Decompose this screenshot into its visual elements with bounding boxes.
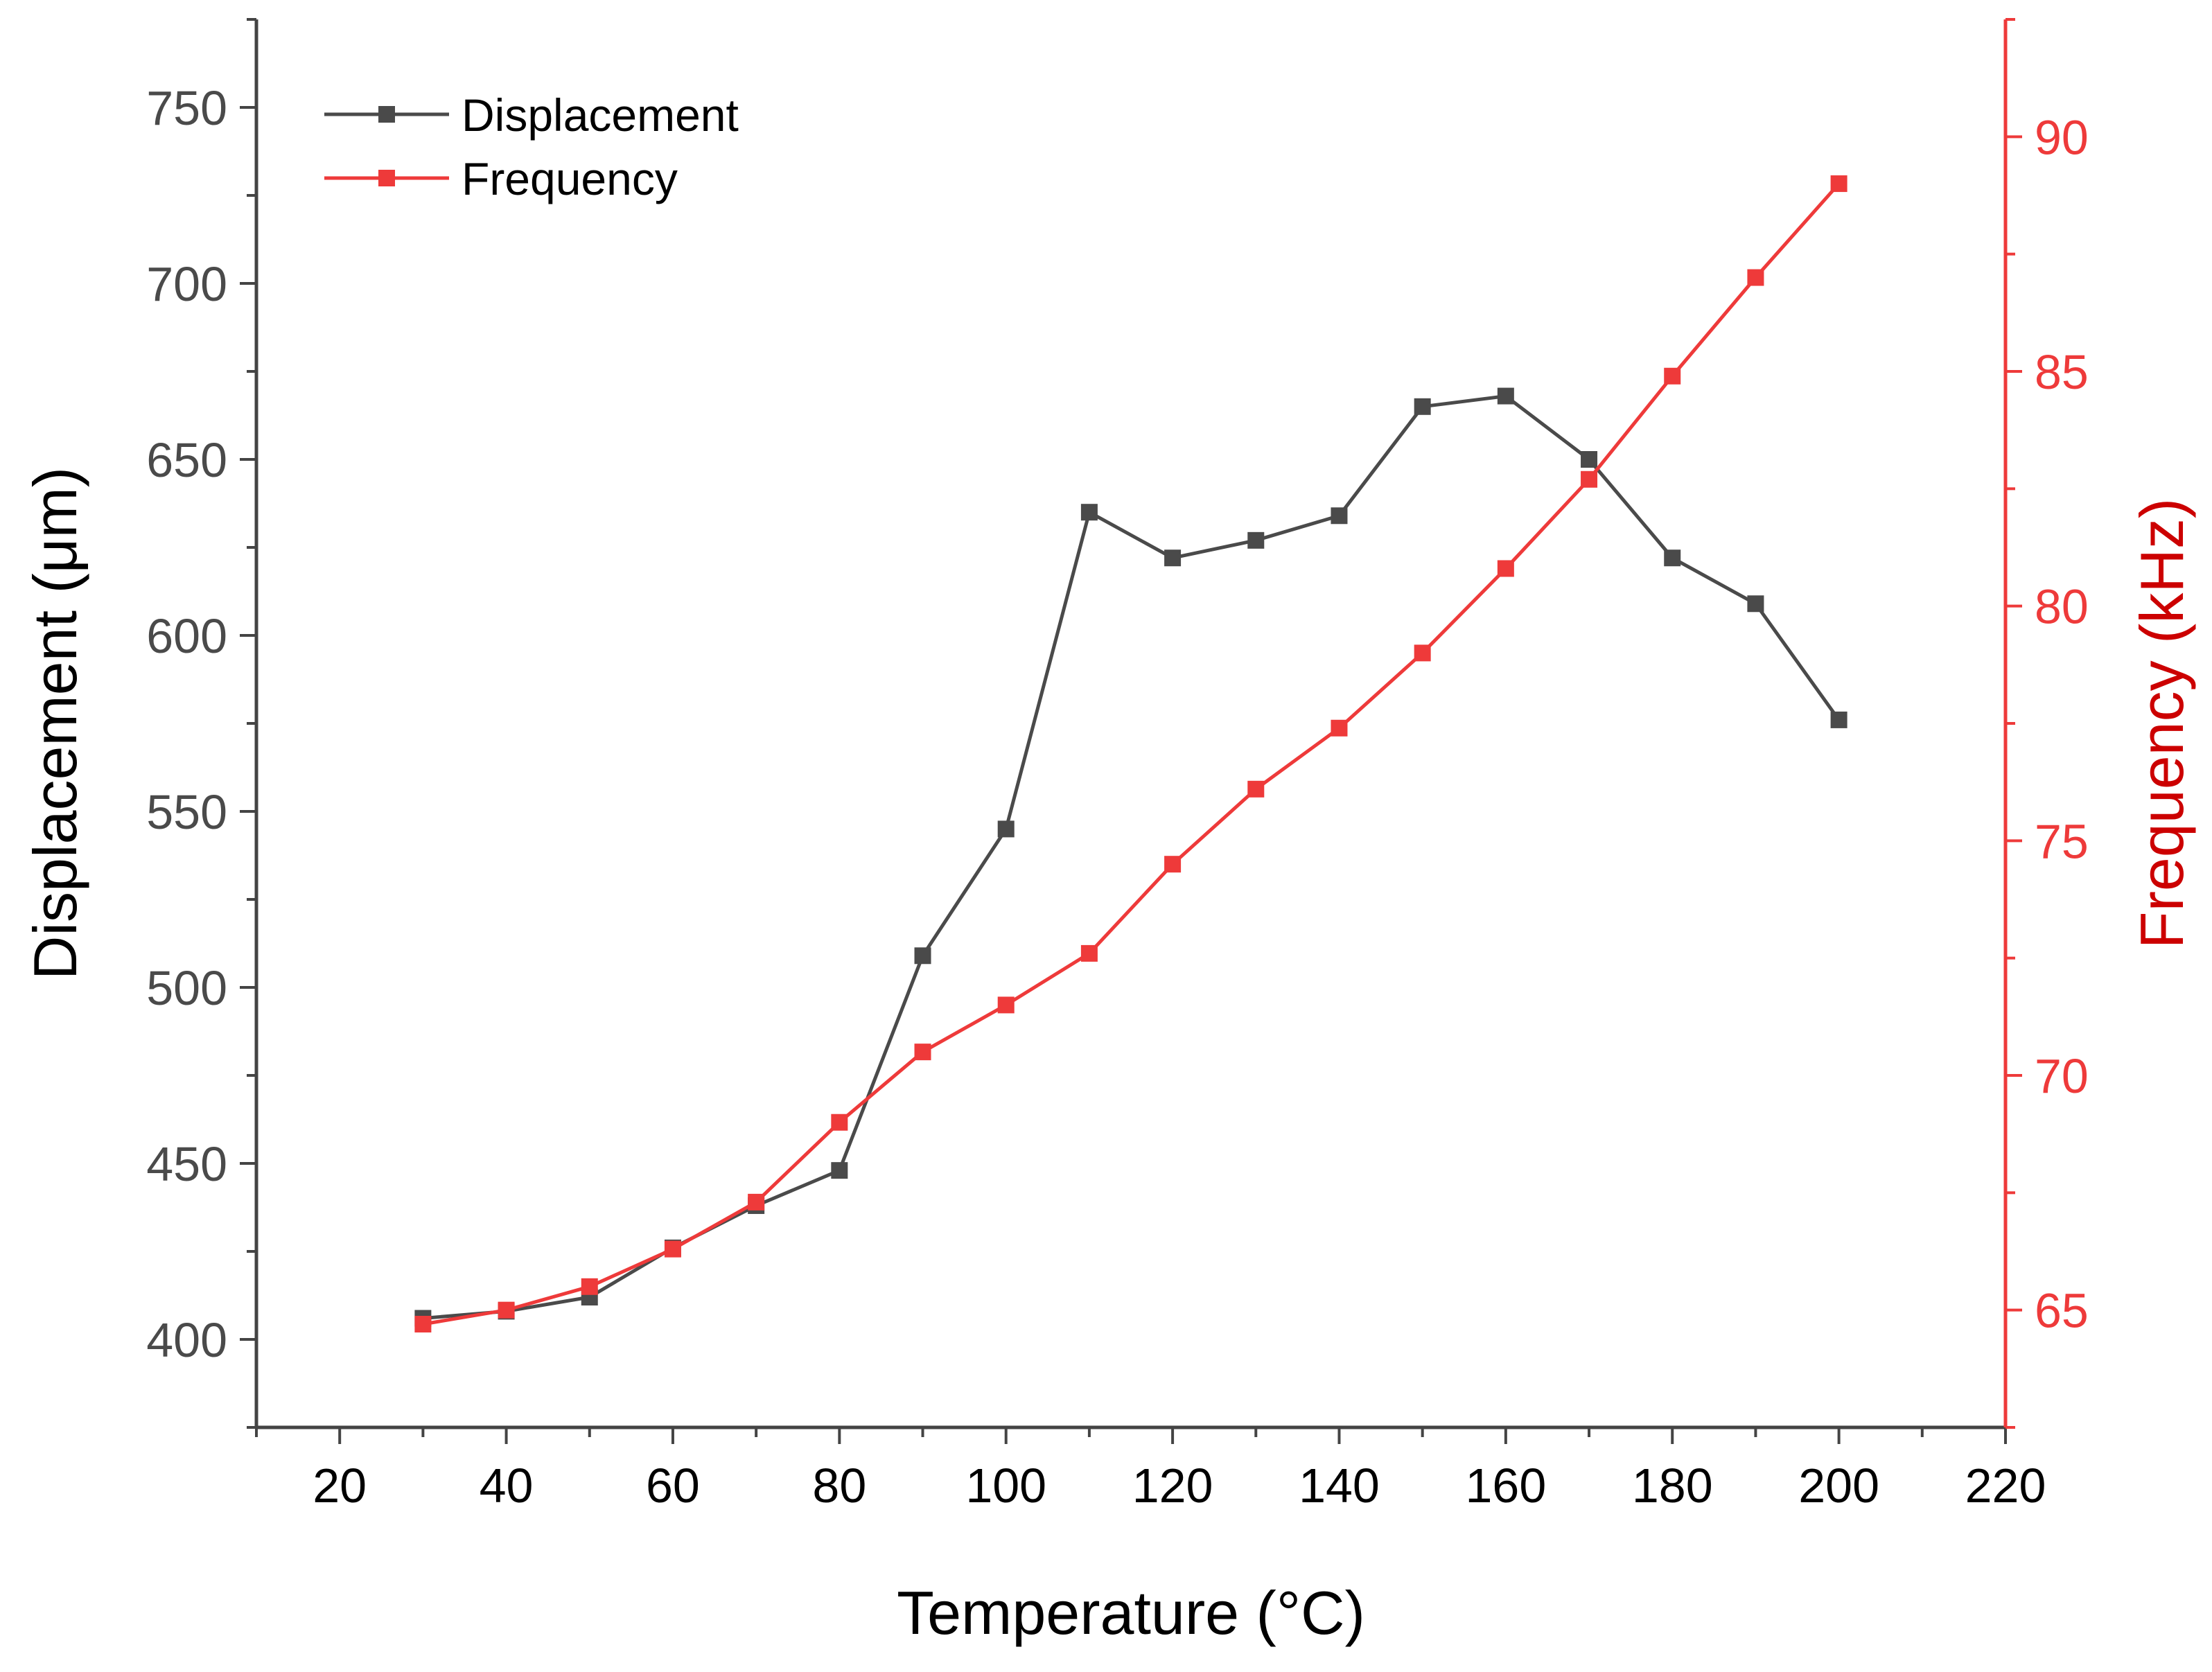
data-point-displacement [1331, 507, 1348, 525]
series-line-displacement [423, 394, 1841, 1320]
data-point-frequency [1497, 560, 1514, 577]
series-group [414, 175, 1847, 1332]
data-point-frequency [1581, 470, 1598, 488]
y-right-tick-label: 65 [2035, 1284, 2089, 1338]
data-point-frequency [914, 1044, 931, 1061]
data-point-frequency [664, 1240, 681, 1258]
y-left-tick-label: 450 [146, 1137, 227, 1191]
x-tick-label: 120 [1132, 1459, 1213, 1513]
data-point-frequency [581, 1278, 598, 1295]
x-tick-label: 100 [965, 1459, 1046, 1513]
x-tick-label: 180 [1632, 1459, 1713, 1513]
y-left-tick-label: 500 [146, 961, 227, 1015]
y-right-tick-label: 80 [2035, 580, 2089, 634]
data-point-frequency [1247, 780, 1265, 798]
legend-marker [378, 170, 395, 186]
data-point-frequency [748, 1193, 765, 1211]
x-tick-label: 60 [646, 1459, 700, 1513]
y-right-axis-title: Frequency (kHz) [2127, 498, 2196, 949]
data-point-frequency [1414, 644, 1431, 662]
data-point-frequency [831, 1114, 848, 1131]
data-point-frequency [1664, 367, 1681, 385]
legend-group: Displacement Frequency [324, 89, 739, 204]
data-point-displacement [1080, 504, 1098, 521]
y-left-tick-label: 750 [146, 81, 227, 135]
data-point-displacement [1497, 387, 1514, 405]
data-point-displacement [831, 1162, 848, 1179]
y-right-tick-label: 75 [2035, 814, 2089, 868]
data-point-frequency [1747, 269, 1764, 286]
data-point-frequency [1331, 719, 1348, 737]
axes-group: 20 40 60 80 100 120 140 160 180 200 220 400 450 500 55… [146, 18, 2089, 1513]
x-tick-label: 80 [812, 1459, 866, 1513]
data-point-displacement [1164, 549, 1182, 567]
data-point-displacement [1414, 398, 1431, 415]
y-left-tick-label: 650 [146, 433, 227, 487]
series-line-frequency [422, 182, 1841, 1326]
legend-marker [378, 106, 395, 123]
x-tick-label: 220 [1965, 1459, 2046, 1513]
data-point-displacement [914, 947, 931, 965]
data-point-displacement [1830, 711, 1847, 728]
data-point-displacement [1664, 549, 1681, 567]
y-left-tick-label: 400 [146, 1313, 227, 1367]
data-point-displacement [1581, 451, 1598, 468]
y-left-tick-label: 550 [146, 785, 227, 839]
y-right-tick-label: 70 [2035, 1049, 2089, 1103]
data-point-displacement [1747, 595, 1764, 613]
axis-labels-group: Temperature (°C) Displacement (μm) Frequen… [21, 467, 2196, 1647]
data-point-frequency [414, 1315, 432, 1332]
data-point-frequency [997, 996, 1015, 1014]
data-point-displacement [1247, 531, 1265, 549]
legend-label: Frequency [462, 153, 678, 204]
data-point-frequency [498, 1301, 515, 1319]
data-point-displacement [997, 820, 1015, 838]
y-left-axis-title: Displacement (μm) [21, 467, 89, 980]
x-tick-label: 20 [313, 1459, 367, 1513]
x-tick-label: 140 [1299, 1459, 1380, 1513]
y-left-tick-label: 700 [146, 257, 227, 311]
data-point-frequency [1830, 175, 1847, 193]
data-point-frequency [1080, 944, 1098, 962]
x-axis-title: Temperature (°C) [897, 1578, 1365, 1647]
data-point-frequency [1164, 856, 1182, 873]
y-right-tick-label: 85 [2035, 345, 2089, 399]
y-left-tick-label: 600 [146, 609, 227, 663]
x-tick-label: 160 [1465, 1459, 1546, 1513]
x-tick-label: 200 [1798, 1459, 1879, 1513]
x-tick-label: 40 [480, 1459, 534, 1513]
legend-label: Displacement [462, 89, 739, 141]
y-right-tick-label: 90 [2035, 110, 2089, 164]
